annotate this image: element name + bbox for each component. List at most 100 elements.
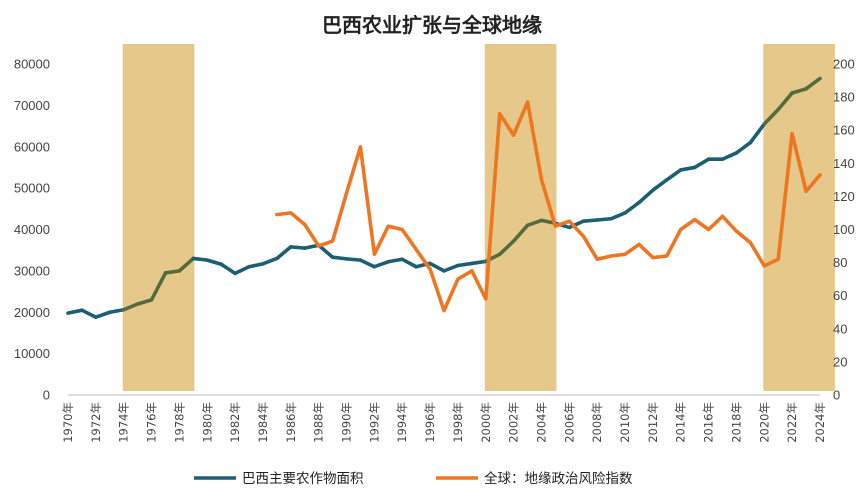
area-segment-1979 bbox=[191, 256, 210, 262]
x-tick-16: 2002年 bbox=[507, 402, 521, 443]
x-tick-6: 1982年 bbox=[228, 402, 242, 443]
x-tick-8: 1986年 bbox=[284, 402, 298, 443]
x-tick-24: 2018年 bbox=[729, 402, 743, 443]
x-tick-4: 1978年 bbox=[172, 402, 186, 443]
area-segment-2002 bbox=[511, 223, 530, 243]
area-segment-1976 bbox=[149, 271, 168, 302]
area-segment-1996 bbox=[428, 261, 446, 273]
area-segment-1986 bbox=[289, 245, 307, 250]
area-segment-2022 bbox=[790, 87, 808, 95]
area-segment-1981 bbox=[219, 262, 237, 276]
area-segment-2010 bbox=[623, 200, 641, 215]
shaded-period-2 bbox=[763, 44, 835, 391]
area-segment-1977 bbox=[163, 269, 182, 275]
area-segment-1993 bbox=[386, 257, 405, 264]
right-tick-9: 180 bbox=[833, 90, 855, 105]
area-segment-1973 bbox=[107, 307, 126, 315]
left-tick-8: 80000 bbox=[14, 57, 50, 72]
left-axis-ticks: 0 10000 20000 30000 40000 50000 60000 70000 8000… bbox=[14, 57, 50, 403]
x-tick-5: 1980年 bbox=[200, 402, 214, 443]
right-tick-10: 200 bbox=[833, 57, 855, 72]
x-tick-1: 1972年 bbox=[89, 402, 103, 443]
area-segment-2021 bbox=[776, 91, 794, 112]
x-tick-15: 2000年 bbox=[479, 402, 493, 443]
x-tick-10: 1990年 bbox=[340, 402, 354, 443]
x-tick-14: 1998年 bbox=[451, 402, 465, 443]
left-tick-0: 0 bbox=[43, 388, 50, 403]
x-tick-18: 2006年 bbox=[562, 402, 576, 443]
area-segment-1980 bbox=[205, 258, 223, 267]
area-segment-1999 bbox=[470, 259, 488, 266]
shaded-period-1 bbox=[484, 44, 557, 391]
right-tick-2: 40 bbox=[833, 321, 847, 336]
x-tick-25: 2020年 bbox=[757, 402, 771, 443]
area-segment-2019 bbox=[748, 122, 767, 145]
legend-item-area: 巴西主要农作物面积 bbox=[194, 471, 364, 487]
legend-label-risk: 全球：地缘政治风险指数 bbox=[484, 470, 633, 487]
area-segment-1982 bbox=[233, 264, 251, 276]
x-tick-23: 2016年 bbox=[702, 402, 716, 443]
area-segment-2008 bbox=[595, 216, 613, 222]
right-tick-1: 20 bbox=[833, 354, 847, 369]
area-segment-2013 bbox=[665, 168, 683, 182]
right-tick-4: 80 bbox=[833, 255, 847, 270]
x-tick-26: 2022年 bbox=[785, 402, 799, 443]
area-segment-1994 bbox=[400, 257, 418, 269]
left-tick-7: 70000 bbox=[14, 98, 50, 113]
area-segment-1997 bbox=[442, 263, 460, 273]
area-segment-1974 bbox=[121, 302, 140, 312]
legend: 巴西主要农作物面积 全球：地缘政治风险指数 bbox=[194, 470, 633, 487]
area-segment-2006 bbox=[567, 219, 586, 230]
x-tick-19: 2008年 bbox=[590, 402, 604, 443]
area-segment-2001 bbox=[497, 239, 516, 257]
area-segment-1991 bbox=[358, 258, 377, 269]
right-tick-0: 0 bbox=[833, 388, 840, 403]
area-segment-1988 bbox=[316, 243, 335, 260]
x-tick-13: 1996年 bbox=[423, 402, 437, 443]
x-tick-9: 1988年 bbox=[312, 402, 326, 443]
left-tick-3: 30000 bbox=[14, 263, 50, 278]
area-segment-1978 bbox=[177, 256, 196, 273]
left-tick-2: 20000 bbox=[14, 305, 50, 320]
area-segment-2017 bbox=[720, 151, 739, 161]
area-segment-1971 bbox=[80, 308, 98, 320]
right-tick-8: 160 bbox=[833, 123, 855, 138]
chart-title: 巴西农业扩张与全球地缘 bbox=[322, 13, 542, 37]
x-tick-3: 1976年 bbox=[145, 402, 159, 443]
left-tick-1: 10000 bbox=[14, 346, 50, 361]
x-tick-17: 2004年 bbox=[534, 402, 548, 443]
area-segment-2007 bbox=[581, 218, 599, 224]
x-tick-2: 1974年 bbox=[117, 402, 131, 443]
x-tick-21: 2012年 bbox=[646, 402, 660, 443]
right-tick-3: 60 bbox=[833, 288, 847, 303]
x-tick-20: 2010年 bbox=[618, 402, 632, 443]
x-tick-27: 2024年 bbox=[813, 402, 827, 443]
area-segment-1987 bbox=[302, 243, 321, 250]
x-tick-7: 1984年 bbox=[256, 402, 270, 443]
x-tick-11: 1992年 bbox=[367, 402, 381, 443]
area-segment-1989 bbox=[330, 255, 349, 261]
area-segment-1972 bbox=[94, 310, 112, 320]
right-tick-5: 100 bbox=[833, 222, 855, 237]
area-segment-2011 bbox=[637, 188, 655, 205]
area-segment-1983 bbox=[247, 262, 265, 269]
legend-label-area: 巴西主要农作物面积 bbox=[242, 471, 364, 487]
area-segment-1990 bbox=[344, 257, 363, 262]
right-axis-ticks: 0 20 40 60 80 100 120 140 160 180 200 bbox=[833, 57, 855, 403]
area-segment-1992 bbox=[372, 259, 391, 269]
x-axis-ticks: 1970年 1972年 1974年 1976年 1978年 1980年 1982年 1984年… bbox=[61, 402, 827, 443]
area-segment-2012 bbox=[651, 178, 669, 192]
x-tick-22: 2014年 bbox=[674, 402, 688, 443]
right-tick-7: 140 bbox=[833, 156, 855, 171]
right-tick-6: 120 bbox=[833, 189, 855, 204]
area-segment-2020 bbox=[762, 107, 781, 126]
x-tick-12: 1994年 bbox=[395, 402, 409, 443]
shaded-periods bbox=[122, 44, 835, 391]
x-tick-0: 1970年 bbox=[61, 402, 75, 443]
area-segment-1970 bbox=[66, 308, 84, 315]
area-segment-2014 bbox=[678, 165, 697, 172]
area-segment-2023 bbox=[804, 76, 822, 91]
area-segment-2018 bbox=[734, 140, 753, 155]
area-segment-2009 bbox=[609, 211, 627, 221]
